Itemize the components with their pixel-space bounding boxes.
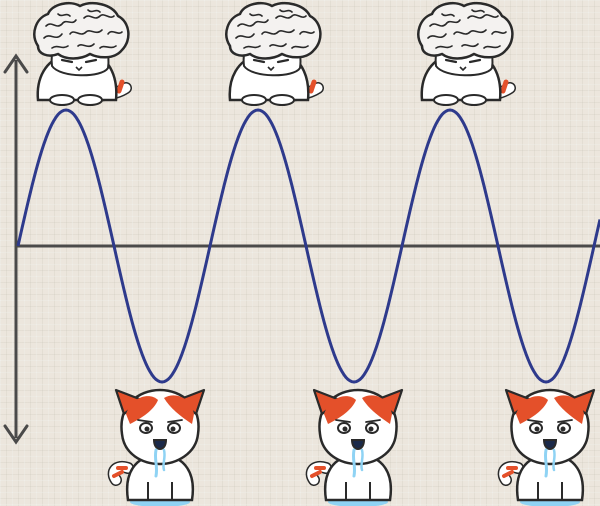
axes xyxy=(3,53,600,445)
drooling-cat xyxy=(312,390,402,506)
big-brain-cat xyxy=(418,3,512,105)
axis-arrow-down-icon xyxy=(3,424,29,445)
axis-arrow-up-icon xyxy=(3,53,29,74)
sine-wave xyxy=(16,108,600,384)
drooling-cat xyxy=(114,390,204,506)
drooling-cat xyxy=(504,390,594,506)
drooling-cats xyxy=(114,390,594,506)
big-brain-cat xyxy=(226,3,320,105)
big-brain-cats xyxy=(34,3,512,105)
big-brain-cat xyxy=(34,3,128,105)
